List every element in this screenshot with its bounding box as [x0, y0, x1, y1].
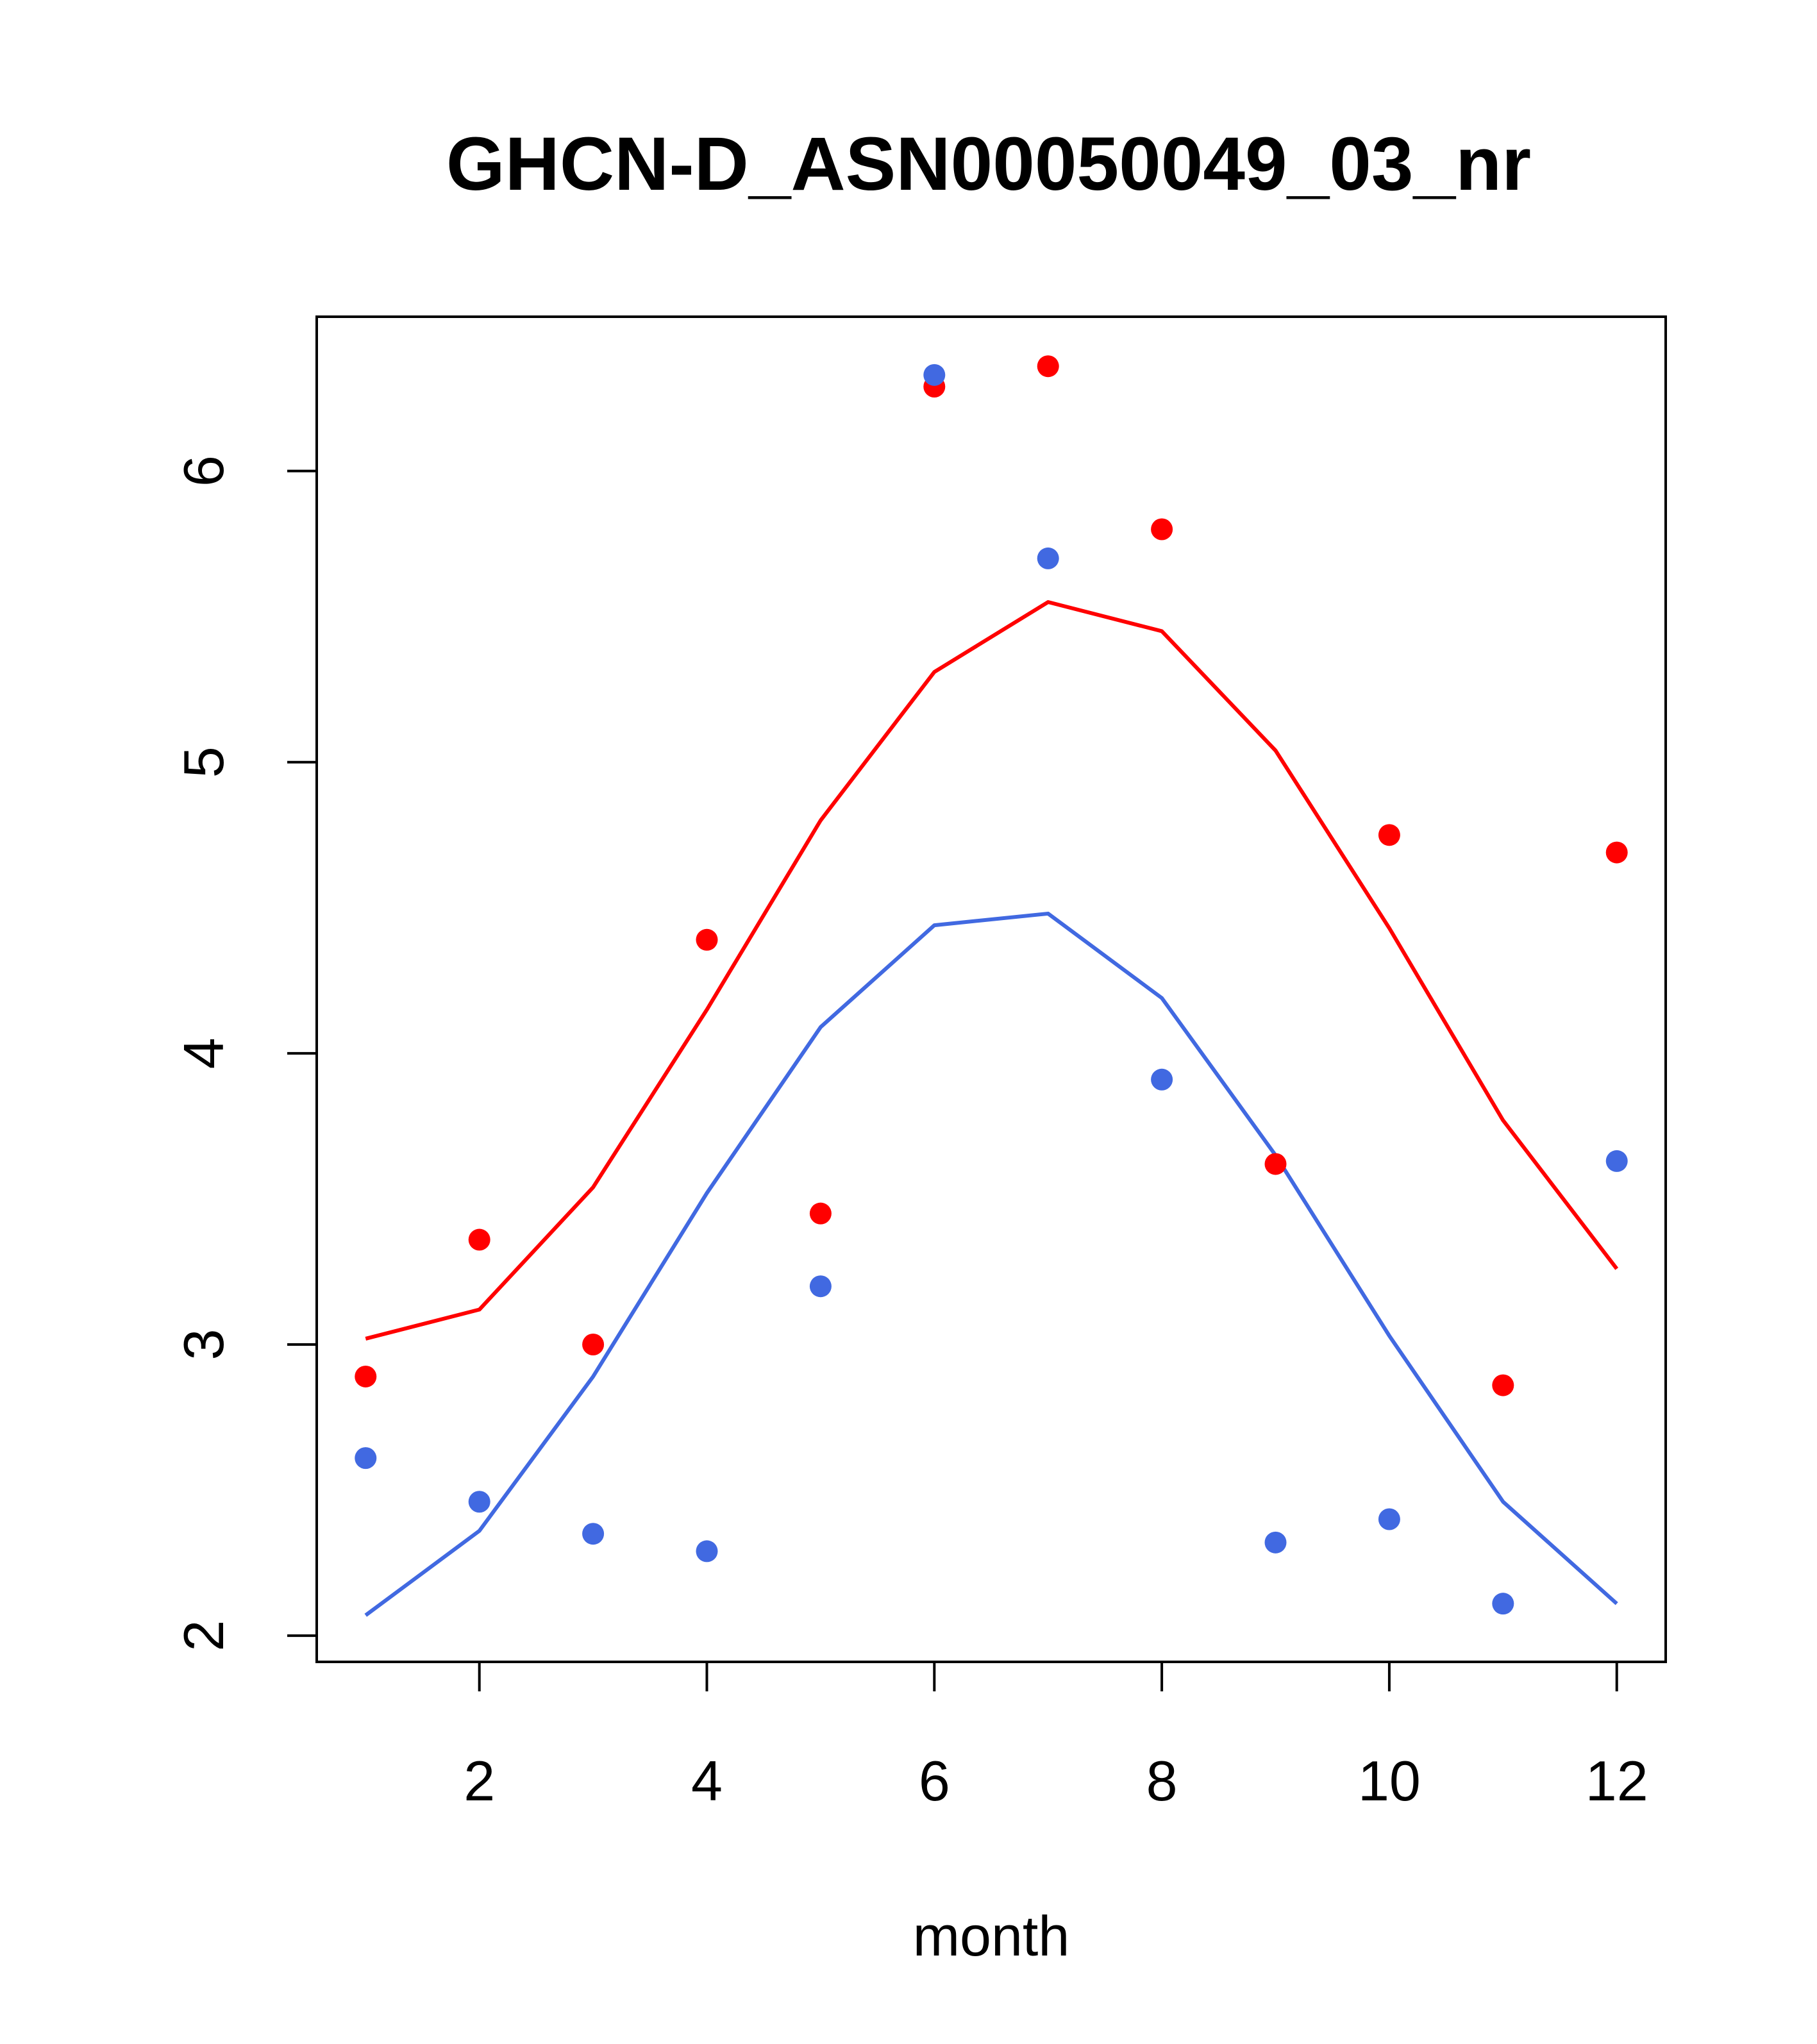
x-tick-label: 8	[1146, 1749, 1178, 1813]
series-line	[364, 911, 1618, 1617]
data-point	[1605, 1150, 1628, 1172]
data-point	[696, 1540, 718, 1562]
data-point	[582, 1523, 605, 1545]
data-point	[809, 1275, 832, 1298]
x-axis: 2 4 6 8 10 12	[464, 1661, 1648, 1813]
y-tick-label: 6	[172, 455, 235, 487]
x-tick-label: 4	[691, 1749, 723, 1813]
data-point	[1378, 1508, 1400, 1530]
y-tick-label: 3	[172, 1329, 235, 1361]
data-point	[809, 1202, 832, 1225]
x-axis-label: month	[913, 1904, 1070, 1968]
data-point	[1037, 547, 1059, 569]
data-point	[468, 1228, 490, 1251]
y-tick-label: 4	[172, 1037, 235, 1069]
plot-frame	[315, 315, 1667, 1663]
data-point	[923, 364, 946, 386]
y-tick-label: 2	[172, 1620, 235, 1652]
data-point	[355, 1447, 377, 1470]
y-tick-label: 5	[172, 746, 235, 778]
data-point	[1492, 1374, 1514, 1396]
data-point	[1605, 841, 1628, 864]
chart-title: GHCN-D_ASN00050049_03_nr	[446, 122, 1531, 206]
y-axis: 2 3 4 5 6	[172, 455, 318, 1652]
data-point	[1378, 824, 1400, 846]
data-point	[1151, 518, 1173, 540]
data-point	[355, 1365, 377, 1387]
x-tick-label: 10	[1358, 1749, 1421, 1813]
x-tick-label: 2	[464, 1749, 495, 1813]
data-point	[1264, 1531, 1287, 1554]
data-point	[1151, 1068, 1173, 1091]
data-point	[468, 1491, 490, 1513]
data-point	[1492, 1593, 1514, 1615]
data-point	[696, 928, 718, 951]
plot-area	[355, 355, 1628, 1617]
x-tick-label: 6	[919, 1749, 950, 1813]
data-point	[1037, 355, 1059, 378]
series-line	[365, 600, 1619, 1341]
data-point	[1264, 1153, 1287, 1175]
x-tick-label: 12	[1586, 1749, 1648, 1813]
data-point	[582, 1334, 605, 1356]
